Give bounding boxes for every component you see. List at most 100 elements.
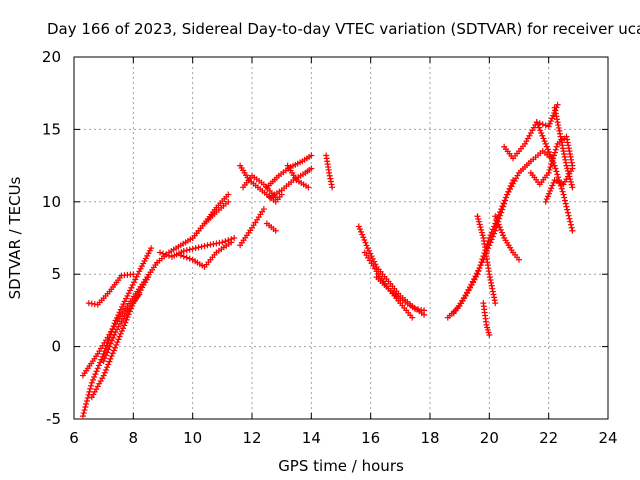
y-tick-label: 5 [51, 265, 61, 283]
data-point [567, 221, 574, 228]
data-point [569, 227, 576, 234]
data-point [499, 203, 506, 210]
data-point [478, 259, 485, 266]
data-point [553, 143, 560, 150]
x-tick-label: 10 [183, 429, 202, 447]
data-point [547, 151, 554, 158]
data-point [536, 124, 543, 131]
data-point [558, 185, 565, 192]
data-point [479, 232, 486, 239]
data-point [106, 358, 113, 365]
data-point [546, 190, 553, 197]
data-point [186, 246, 193, 253]
data-point [546, 149, 553, 156]
data-point [541, 138, 548, 145]
data-point [99, 375, 106, 382]
data-point [108, 337, 115, 344]
data-point [272, 194, 279, 201]
data-point [533, 119, 540, 126]
data-point [160, 250, 166, 257]
data-point [177, 252, 184, 259]
series-arc7 [157, 235, 238, 260]
data-point [498, 229, 505, 236]
data-point [555, 174, 562, 181]
data-point [363, 242, 370, 249]
data-point [87, 385, 94, 392]
data-point [543, 143, 550, 150]
data-point [496, 224, 503, 231]
data-point [115, 312, 122, 319]
data-point [92, 371, 99, 378]
data-point [540, 135, 547, 142]
data-point [534, 121, 541, 128]
data-point [115, 336, 122, 343]
data-point [552, 146, 559, 153]
data-point [569, 165, 576, 172]
data-point [505, 188, 512, 195]
data-point [547, 187, 554, 194]
data-point [103, 352, 110, 359]
data-point [94, 365, 101, 372]
data-point [100, 358, 107, 365]
x-tick-label: 12 [242, 429, 261, 447]
data-point [542, 122, 549, 129]
data-point [545, 123, 552, 130]
data-point [568, 181, 575, 188]
x-tick-label: 16 [361, 429, 380, 447]
data-point [549, 157, 556, 164]
data-point [543, 196, 550, 203]
data-point [477, 224, 484, 231]
data-point [514, 172, 521, 179]
series-arc27 [527, 133, 576, 188]
grid [74, 57, 608, 419]
data-point [123, 295, 130, 302]
data-point [329, 184, 336, 191]
data-point [477, 262, 484, 269]
data-point [368, 253, 375, 260]
data-point [88, 379, 95, 386]
data-point [104, 364, 111, 371]
data-point [553, 168, 560, 175]
data-point [84, 394, 91, 401]
data-point [308, 165, 315, 172]
data-point [117, 306, 124, 313]
tick-labels: 6 8 10 12 14 16 18 20 22 24 -5 0 5 10 15 20 [42, 48, 618, 447]
data-point [95, 362, 102, 369]
data-point [551, 149, 558, 156]
data-point [107, 340, 114, 347]
data-point [128, 284, 135, 291]
data-point [80, 410, 87, 417]
series-arc20 [373, 274, 428, 314]
data-point [83, 397, 90, 404]
x-tick-label: 14 [302, 429, 321, 447]
data-point [561, 194, 568, 201]
data-point [119, 303, 126, 310]
data-point [260, 206, 267, 213]
data-point [109, 350, 116, 357]
data-point [497, 226, 504, 233]
data-point [474, 213, 481, 220]
data-point [564, 209, 571, 216]
data-point [120, 325, 127, 332]
data-point [365, 247, 372, 254]
data-point [360, 234, 367, 241]
data-point [516, 256, 522, 263]
data-point [116, 309, 123, 316]
data-point [91, 374, 98, 381]
series-arc3 [88, 274, 152, 401]
data-point [475, 218, 482, 225]
data-point [478, 226, 485, 233]
data-point [486, 332, 493, 339]
data-point [548, 185, 555, 192]
data-point [526, 132, 533, 139]
data-point [565, 170, 572, 177]
data-point [106, 343, 113, 350]
data-point [563, 162, 570, 169]
data-point [101, 355, 108, 362]
data-point [563, 203, 570, 210]
data-point [195, 244, 202, 251]
series-arc10 [237, 162, 285, 205]
data-point [79, 413, 86, 420]
data-point [546, 166, 553, 173]
data-point [308, 152, 315, 159]
